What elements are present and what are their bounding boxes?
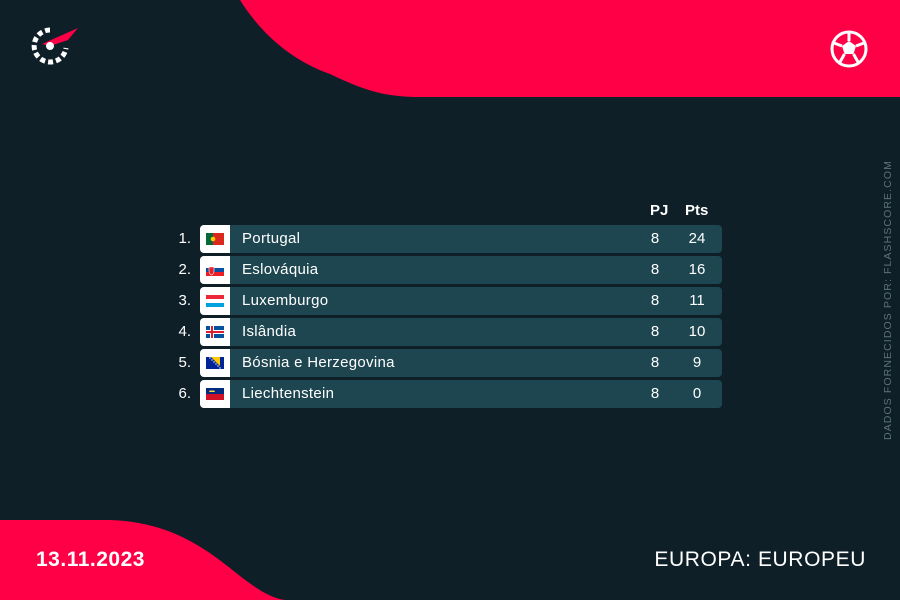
team-rank: 5. bbox=[178, 354, 191, 371]
column-header-points: Pts bbox=[685, 202, 709, 219]
footer-accent-shape bbox=[0, 520, 285, 600]
games-played: 8 bbox=[650, 261, 660, 278]
team-points: 0 bbox=[692, 385, 702, 402]
team-points: 24 bbox=[688, 230, 706, 247]
flashscore-logo-icon bbox=[31, 27, 78, 65]
team-row-bar: Luxemburgo 8 11 bbox=[200, 287, 722, 315]
games-played: 8 bbox=[650, 230, 660, 247]
table-row: 4. Islândia 8 10 bbox=[165, 318, 725, 346]
competition-name: EUROPA: EUROPEU bbox=[654, 548, 866, 571]
table-row: 5. Bósnia e Herzegovina 8 9 bbox=[165, 349, 725, 377]
team-points: 9 bbox=[692, 354, 702, 371]
games-played: 8 bbox=[650, 292, 660, 309]
team-points: 16 bbox=[688, 261, 706, 278]
games-played: 8 bbox=[650, 385, 660, 402]
table-row: 1. Portugal 8 24 bbox=[165, 225, 725, 253]
flag-container bbox=[200, 287, 230, 315]
iceland-flag-icon bbox=[206, 326, 224, 338]
team-rank: 3. bbox=[178, 292, 191, 309]
match-date: 13.11.2023 bbox=[36, 548, 145, 571]
team-name: Liechtenstein bbox=[242, 385, 335, 402]
table-row: 3. Luxemburgo 8 11 bbox=[165, 287, 725, 315]
flag-container bbox=[200, 318, 230, 346]
team-row-bar: Eslováquia 8 16 bbox=[200, 256, 722, 284]
header-accent-shape bbox=[240, 0, 900, 97]
table-header: PJ Pts bbox=[165, 200, 725, 222]
bosnia-flag-icon bbox=[206, 357, 224, 369]
data-source-note: DADOS FORNECIDOS POR: FLASHSCORE.COM bbox=[882, 160, 894, 440]
table-row: 6. Liechtenstein 8 0 bbox=[165, 380, 725, 408]
team-points: 11 bbox=[689, 292, 705, 309]
flag-container bbox=[200, 380, 230, 408]
team-rank: 1. bbox=[178, 230, 191, 247]
team-name: Islândia bbox=[242, 323, 297, 340]
games-played: 8 bbox=[650, 323, 660, 340]
portugal-flag-icon bbox=[206, 233, 224, 245]
liechtenstein-flag-icon bbox=[206, 388, 224, 400]
team-row-bar: Bósnia e Herzegovina 8 9 bbox=[200, 349, 722, 377]
table-row: 2. Eslováquia 8 16 bbox=[165, 256, 725, 284]
slovakia-flag-icon bbox=[206, 264, 224, 276]
team-name: Luxemburgo bbox=[242, 292, 329, 309]
team-points: 10 bbox=[688, 323, 706, 340]
flag-container bbox=[200, 256, 230, 284]
soccer-ball-icon bbox=[830, 30, 868, 68]
team-rank: 4. bbox=[178, 323, 191, 340]
games-played: 8 bbox=[650, 354, 660, 371]
team-row-bar: Portugal 8 24 bbox=[200, 225, 722, 253]
flag-container bbox=[200, 349, 230, 377]
standings-table: PJ Pts 1. Portugal 8 24 2. bbox=[165, 200, 725, 408]
team-name: Eslováquia bbox=[242, 261, 319, 278]
team-rank: 2. bbox=[178, 261, 191, 278]
team-rank: 6. bbox=[178, 385, 191, 402]
team-row-bar: Liechtenstein 8 0 bbox=[200, 380, 722, 408]
luxembourg-flag-icon bbox=[206, 295, 224, 307]
team-name: Bósnia e Herzegovina bbox=[242, 354, 395, 371]
flag-container bbox=[200, 225, 230, 253]
team-row-bar: Islândia 8 10 bbox=[200, 318, 722, 346]
team-name: Portugal bbox=[242, 230, 301, 247]
column-header-played: PJ bbox=[650, 202, 669, 219]
